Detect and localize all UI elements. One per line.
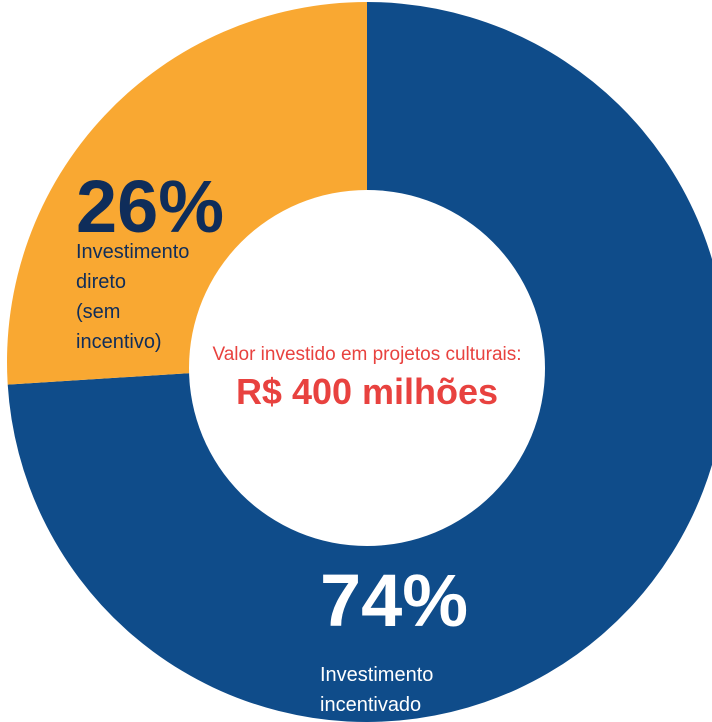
center-caption: Valor investido em projetos culturais: [212,344,521,365]
donut-hole [189,190,545,546]
slice [7,2,712,722]
category-label: Investimento incentivado [320,664,433,716]
value-label: 26% [76,165,224,248]
value-label: 74% [320,559,468,642]
center-total: R$ 400 milhões [236,371,498,412]
category-label: Investimento direto (sem incentivo) [76,241,189,353]
